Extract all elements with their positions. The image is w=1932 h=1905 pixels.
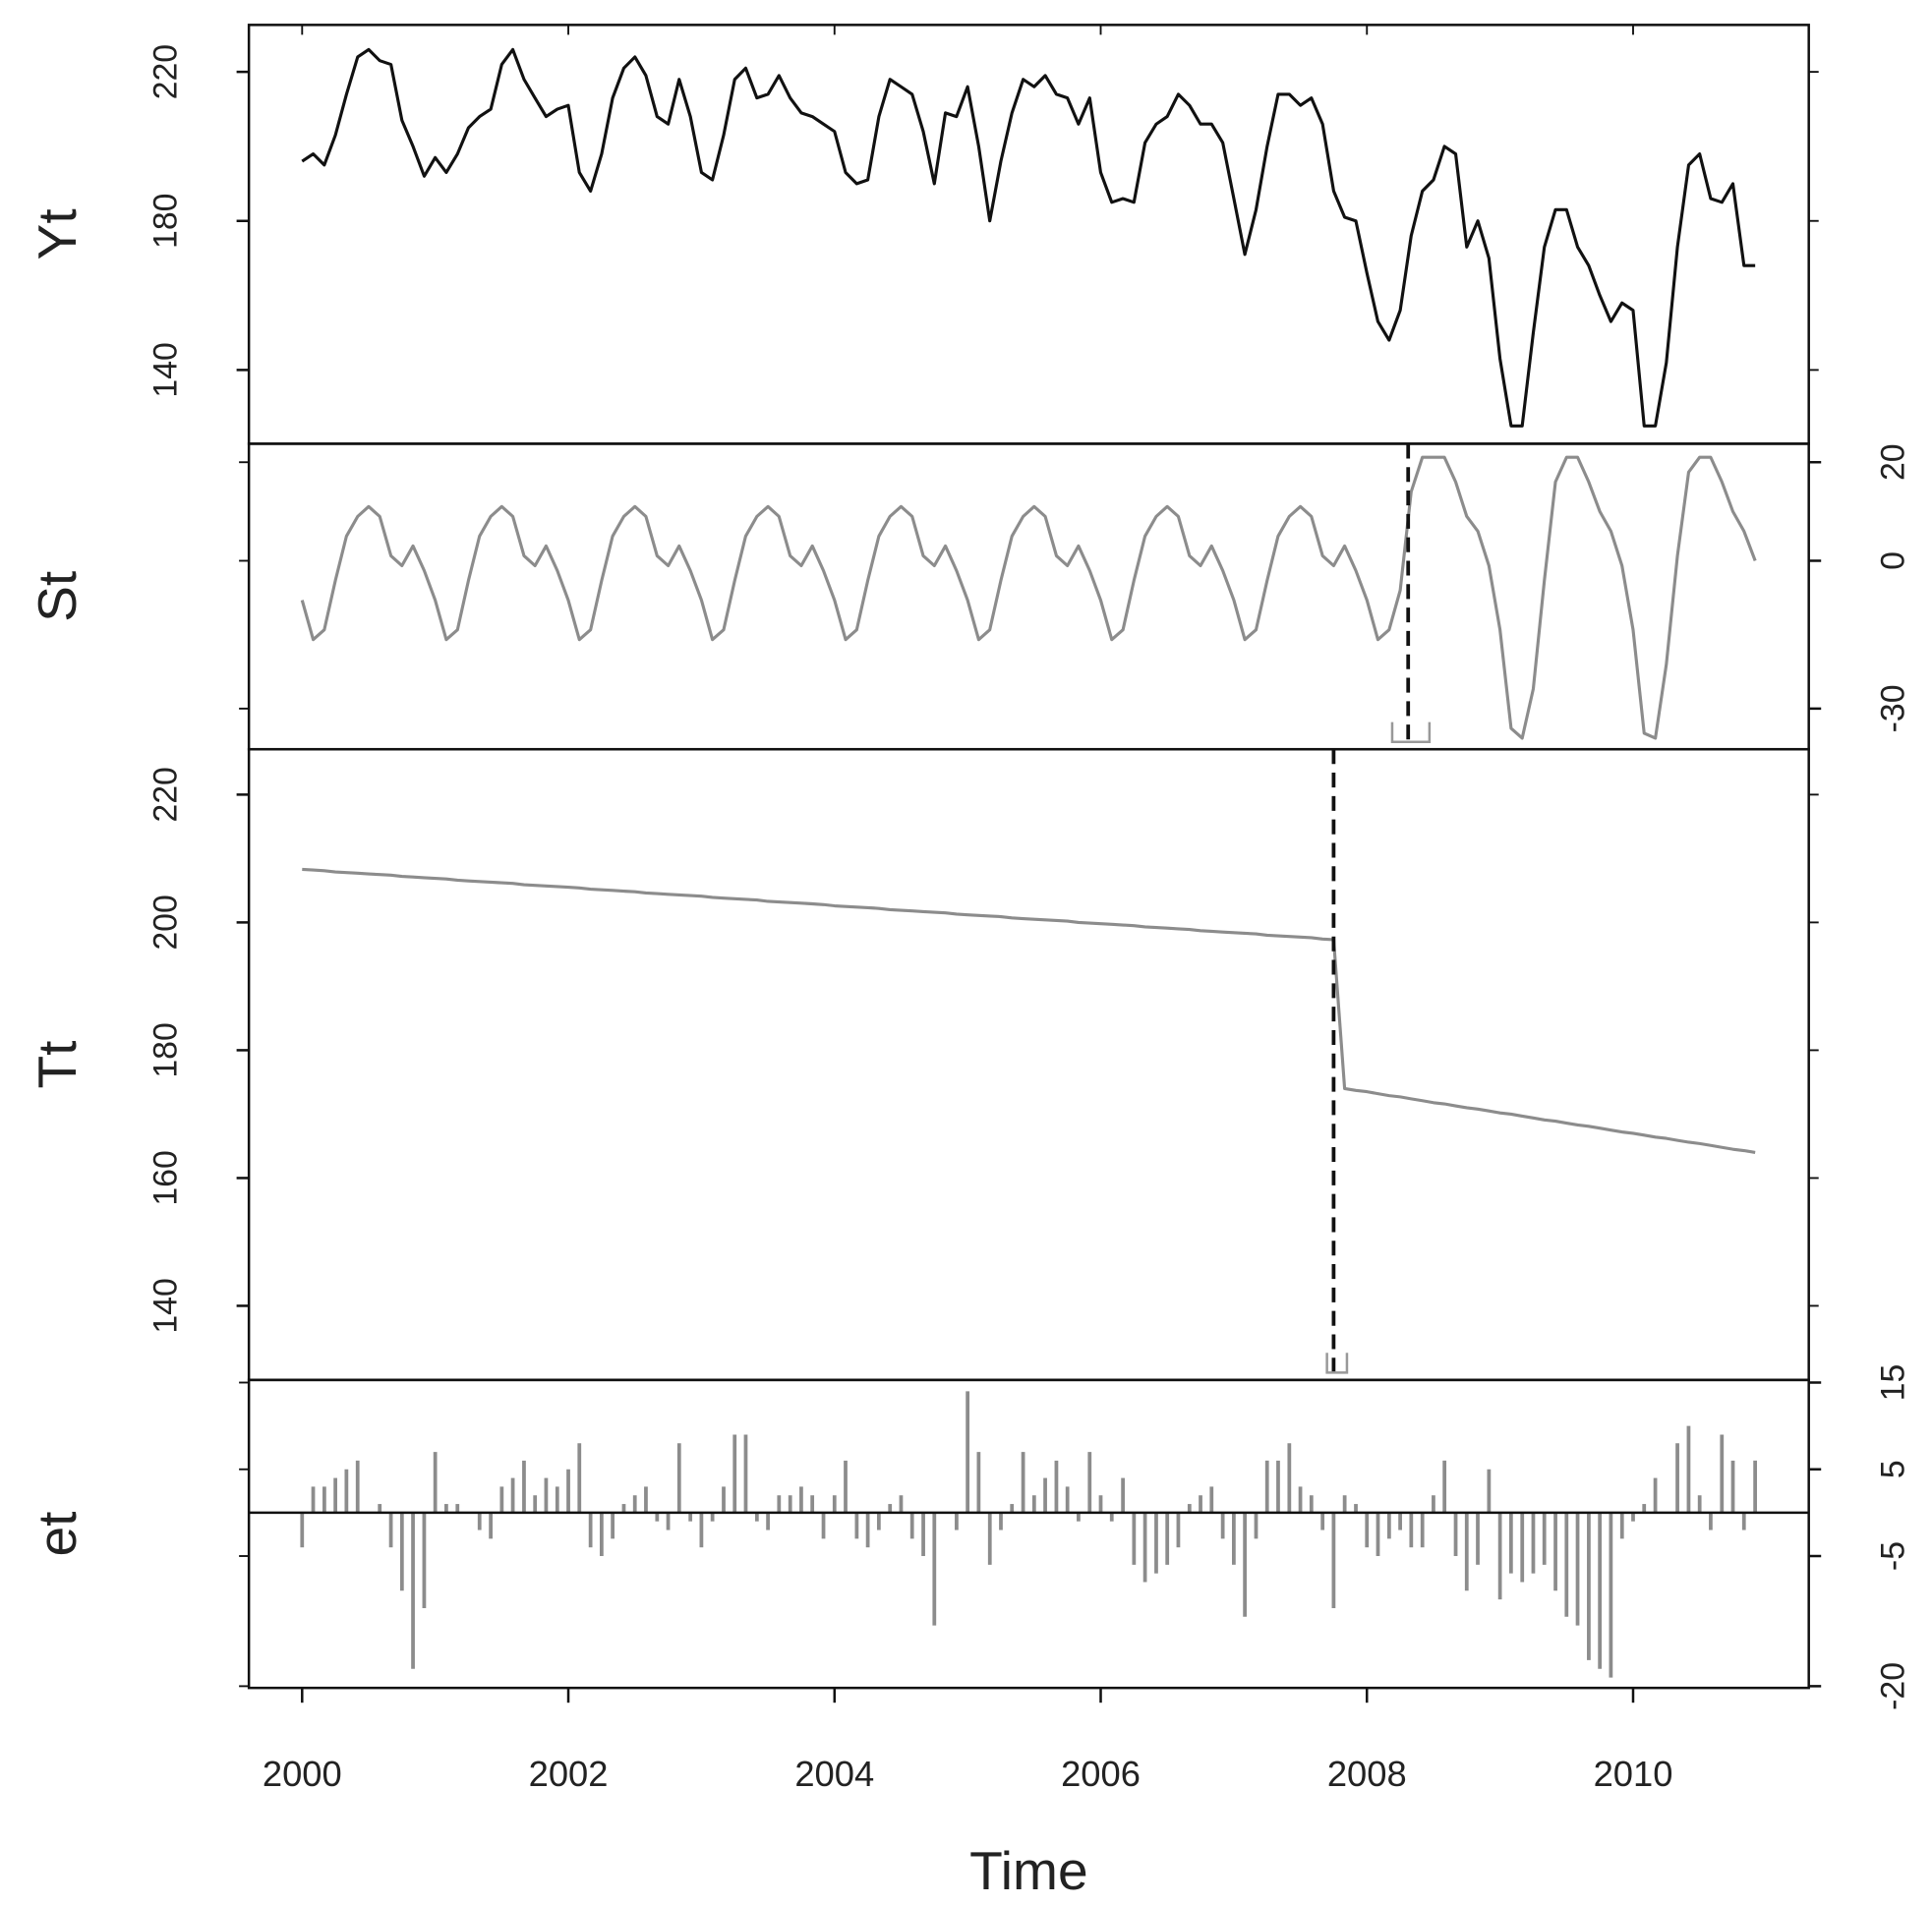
y-tick-label: 0 xyxy=(1874,551,1911,570)
y-tick-label: 180 xyxy=(146,1022,184,1077)
y-tick-label: 140 xyxy=(146,342,184,397)
x-tick-label: 2008 xyxy=(1327,1754,1407,1794)
panel-label: St xyxy=(27,571,88,622)
y-tick-label: 140 xyxy=(146,1278,184,1333)
series-line xyxy=(300,455,1757,740)
x-tick-label: 2000 xyxy=(263,1754,342,1794)
panel-label: et xyxy=(27,1512,88,1557)
y-tick-label: 220 xyxy=(146,767,184,822)
panel-frame xyxy=(247,442,1810,751)
panel-frame xyxy=(247,1378,1810,1690)
x-tick-label: 2002 xyxy=(529,1754,609,1794)
x-axis-title: Time xyxy=(969,1840,1087,1901)
series-line xyxy=(302,867,1756,1154)
breakpoint-ci xyxy=(1390,722,1432,743)
series-line xyxy=(301,47,1756,428)
breakpoint-ci xyxy=(1325,1353,1349,1374)
y-tick-label: -20 xyxy=(1874,1662,1911,1710)
y-tick-label: 15 xyxy=(1874,1364,1911,1402)
panel-label: Tt xyxy=(27,1041,88,1089)
panel-frame xyxy=(247,747,1810,1382)
panel-label: Yt xyxy=(27,208,88,260)
x-tick-label: 2004 xyxy=(794,1754,874,1794)
y-tick-label: 20 xyxy=(1874,443,1911,481)
y-tick-label: 5 xyxy=(1874,1460,1911,1478)
x-tick-label: 2010 xyxy=(1594,1754,1673,1794)
y-tick-label: 220 xyxy=(146,44,184,99)
y-tick-label: 160 xyxy=(146,1150,184,1205)
x-tick-label: 2006 xyxy=(1061,1754,1141,1794)
y-tick-label: -5 xyxy=(1874,1541,1911,1571)
y-tick-label: 180 xyxy=(146,194,184,249)
y-tick-label: -30 xyxy=(1874,684,1911,732)
y-tick-label: 200 xyxy=(146,895,184,950)
